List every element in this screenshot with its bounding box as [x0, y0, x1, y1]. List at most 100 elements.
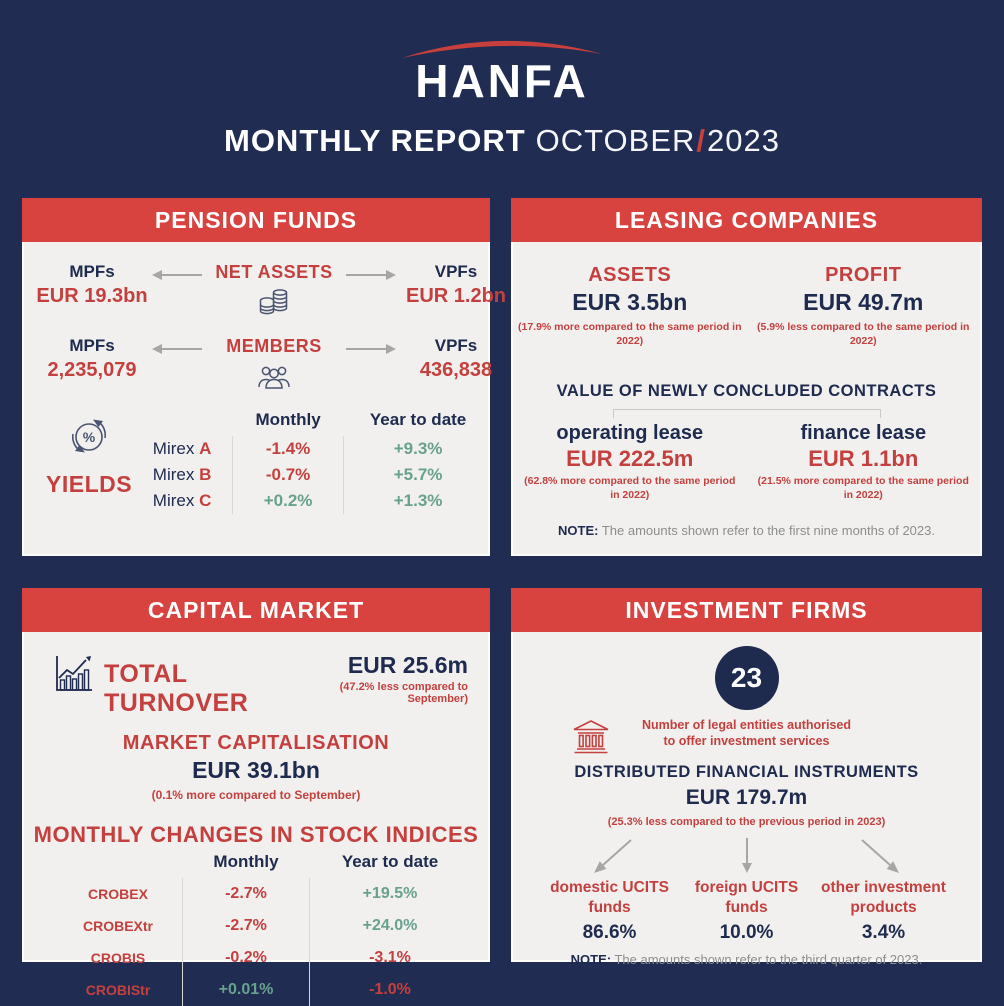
vpf-members-value: 436,838 [419, 359, 493, 381]
finance-lease-label: finance lease [800, 422, 927, 445]
svg-text:%: % [83, 429, 96, 445]
report-title-month: OCTOBER [535, 122, 696, 158]
total-turnover-row: TOTAL TURNOVER EUR 25.6m (47.2% less com… [24, 652, 488, 718]
chart-icon [50, 652, 94, 701]
arrow-down-icon [739, 836, 755, 878]
finance-lease-block: finance lease EUR 1.1bn (21.5% more comp… [756, 422, 971, 502]
index-ytd: -1.0% [369, 981, 411, 998]
yields-label: YIELDS [46, 471, 133, 497]
yields-col-spacer [132, 420, 232, 426]
yields-row-name: Mirex A [152, 439, 212, 458]
yields-section: % YIELDS Monthly Year to date Mirex A [24, 410, 488, 514]
index-name: CROBIS [90, 950, 146, 966]
indices-col-monthly: Monthly [213, 852, 279, 871]
index-monthly: -2.7% [182, 878, 310, 910]
market-capitalisation-label: MARKET CAPITALISATION [122, 732, 390, 754]
members-icon [204, 363, 344, 394]
index-ytd: +19.5% [362, 885, 418, 902]
net-assets-row: MPFs EUR 19.3bn NET ASSETS [24, 262, 506, 322]
index-ytd: +24.0% [362, 917, 418, 934]
coins-icon [204, 287, 344, 322]
arrow-down-left-icon [591, 836, 635, 878]
profit-label: PROFIT [825, 264, 902, 286]
yields-row-ytd: +5.7% [393, 465, 443, 484]
members-label: MEMBERS [226, 336, 322, 356]
vpf-net-assets-value: EUR 1.2bn [405, 285, 507, 307]
vpf-label: VPFs [434, 262, 478, 281]
arrow-left-icon [152, 342, 204, 360]
operating-lease-label: operating lease [556, 422, 704, 445]
profit-value: EUR 49.7m [803, 289, 924, 315]
yields-row-name: Mirex B [152, 465, 212, 484]
stock-indices-heading: MONTHLY CHANGES IN STOCK INDICES [33, 822, 479, 847]
profit-note: (5.9% less compared to the same period i… [757, 321, 970, 347]
mpf-net-assets-value: EUR 19.3bn [36, 285, 148, 307]
entity-count-block: 23 Number of legal entities authorised t… [513, 646, 980, 754]
arrow-right-icon [344, 342, 396, 360]
breakdown-label: domestic UCITS funds [550, 878, 669, 916]
capital-market-title: CAPITAL MARKET [22, 588, 490, 632]
mpf-members-value: 2,235,079 [47, 359, 137, 381]
breakdown-value: 10.0% [719, 921, 774, 943]
report-title-bold: MONTHLY REPORT [224, 122, 526, 158]
indices-col-spacer [54, 862, 182, 868]
report-header: HANFA MONTHLY REPORT OCTOBER/2023 [22, 0, 982, 198]
yields-row-monthly: +0.2% [232, 488, 345, 514]
mpf-label: MPFs [69, 262, 115, 281]
total-turnover-value: EUR 25.6m [347, 652, 468, 678]
dfi-breakdown: domestic UCITS funds 86.6% foreign UCITS… [513, 878, 980, 944]
index-name: CROBIStr [85, 982, 151, 998]
members-row: MPFs 2,235,079 MEMBERS [24, 336, 492, 394]
dfi-value: EUR 179.7m [685, 786, 808, 810]
net-assets-label: NET ASSETS [215, 262, 333, 282]
breakdown-item: other investment products 3.4% [815, 878, 952, 944]
investment-note: NOTE: The amounts shown refer to the thi… [570, 951, 923, 967]
stock-indices-table: Monthly Year to date CROBEX -2.7% +19.5%… [54, 852, 488, 1006]
pension-funds-panel: PENSION FUNDS MPFs EUR 19.3bn NET ASSETS [22, 198, 506, 556]
entity-count-badge: 23 [714, 646, 779, 710]
logo-text: HANFA [415, 55, 589, 107]
market-capitalisation-block: MARKET CAPITALISATION EUR 39.1bn (0.1% m… [24, 732, 488, 802]
finance-lease-note: (21.5% more compared to the same period … [757, 475, 969, 501]
profit-block: PROFIT EUR 49.7m (5.9% less compared to … [751, 264, 976, 348]
capital-market-panel: CAPITAL MARKET [22, 588, 490, 1006]
fan-arrows [513, 836, 980, 878]
arrow-left-icon [152, 268, 204, 286]
leasing-kpis: ASSETS EUR 3.5bn (17.9% more compared to… [513, 264, 980, 348]
index-monthly: -2.7% [182, 910, 310, 942]
panels-grid: PENSION FUNDS MPFs EUR 19.3bn NET ASSETS [22, 198, 982, 1006]
assets-note: (17.9% more compared to the same period … [518, 321, 742, 347]
breakdown-label: foreign UCITS funds [694, 878, 799, 916]
report-title-year: 2023 [707, 122, 780, 158]
yields-row-monthly: -0.7% [232, 462, 345, 488]
index-name: CROBEXtr [82, 918, 153, 934]
yields-row-monthly: -1.4% [232, 436, 345, 462]
leasing-companies-title: LEASING COMPANIES [511, 198, 982, 242]
total-turnover-note: (47.2% less compared to September) [339, 681, 468, 705]
arrow-down-right-icon [858, 836, 902, 878]
members-vpf: VPFs 436,838 [396, 336, 516, 382]
mpf-label: MPFs [69, 336, 115, 355]
leasing-note: NOTE: The amounts shown refer to the fir… [558, 523, 935, 538]
total-turnover-value-block: EUR 25.6m (47.2% less compared to Septem… [304, 652, 468, 705]
index-monthly: +0.01% [182, 974, 310, 1006]
finance-lease-value: EUR 1.1bn [808, 446, 919, 472]
net-assets-vpf: VPFs EUR 1.2bn [396, 262, 516, 308]
contracts-values: operating lease EUR 222.5m (62.8% more c… [513, 422, 980, 502]
yields-row-ytd: +9.3% [393, 439, 443, 458]
dfi-heading: DISTRIBUTED FINANCIAL INSTRUMENTS [574, 763, 919, 782]
percent-cycle-icon: % [46, 410, 132, 467]
pension-funds-title: PENSION FUNDS [22, 198, 490, 242]
dfi-note: (25.3% less compared to the previous per… [607, 816, 886, 829]
indices-col-ytd: Year to date [341, 852, 439, 871]
operating-lease-block: operating lease EUR 222.5m (62.8% more c… [522, 422, 737, 502]
arrow-right-icon [344, 268, 396, 286]
yields-table: Monthly Year to date Mirex A -1.4% +9.3%… [132, 410, 492, 514]
assets-value: EUR 3.5bn [572, 289, 688, 315]
contracts-heading: VALUE OF NEWLY CONCLUDED CONTRACTS [556, 382, 937, 401]
breakdown-label: other investment products [821, 878, 946, 916]
total-turnover-label: TOTAL TURNOVER [104, 660, 249, 717]
bank-icon [571, 718, 611, 761]
members-mpf: MPFs 2,235,079 [32, 336, 152, 382]
